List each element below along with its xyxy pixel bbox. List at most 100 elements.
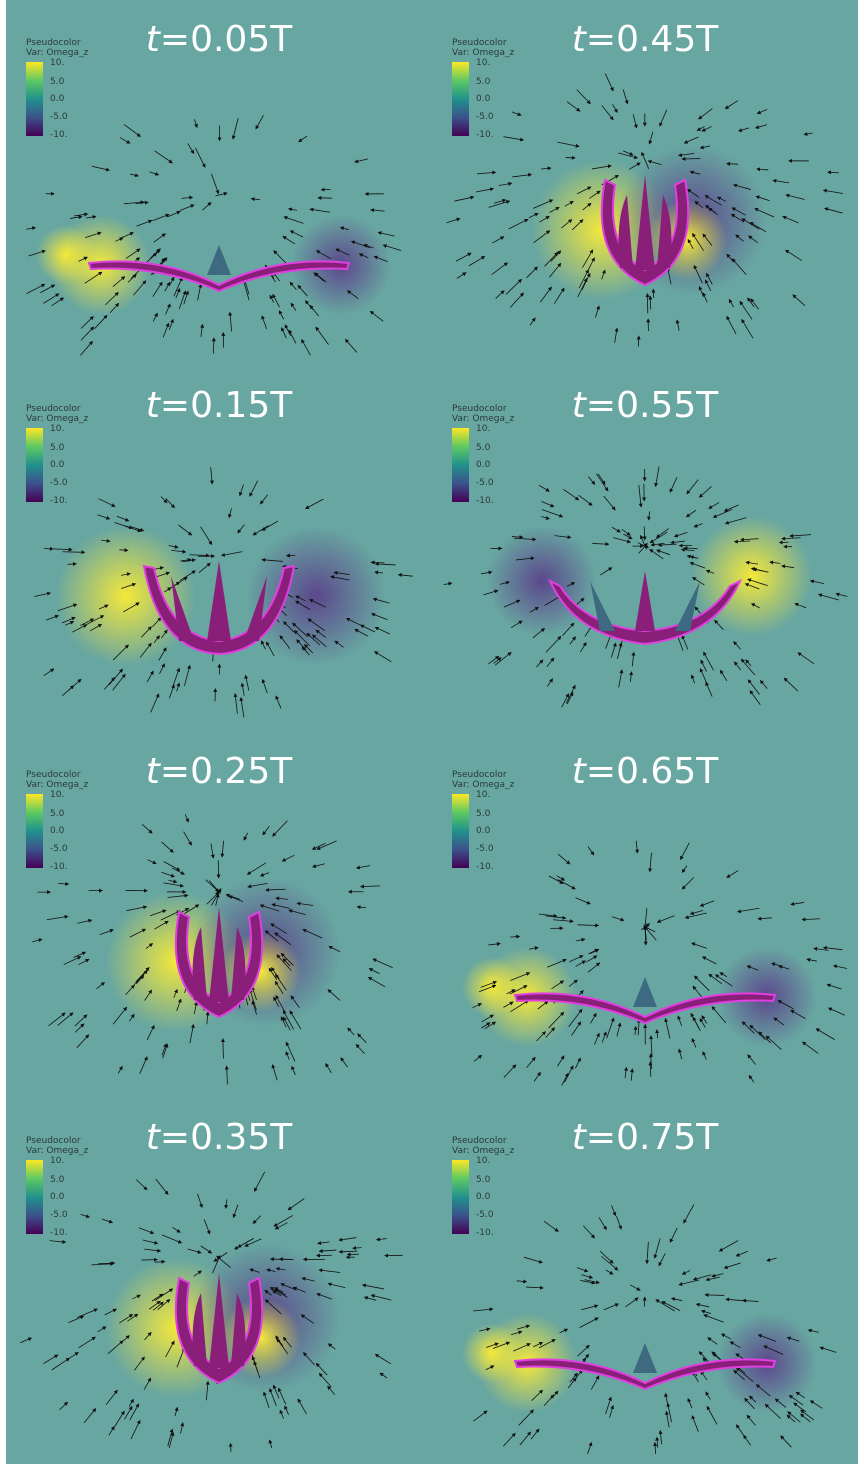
velocity-arrow — [692, 232, 704, 251]
velocity-arrow — [603, 495, 616, 511]
velocity-arrow — [161, 1043, 167, 1056]
velocity-arrow — [698, 486, 712, 498]
velocity-arrow — [615, 1215, 622, 1230]
velocity-arrow — [285, 1051, 290, 1060]
velocity-arrow — [283, 1016, 291, 1031]
velocity-arrow — [104, 677, 116, 690]
velocity-arrow — [101, 538, 111, 543]
jellyfish-body — [513, 977, 777, 1025]
velocity-arrow — [780, 1435, 792, 1448]
velocity-arrow — [596, 473, 609, 492]
velocity-arrow — [171, 867, 185, 875]
velocity-arrow — [655, 1299, 675, 1312]
velocity-arrow — [575, 897, 591, 905]
velocity-arrow — [327, 1343, 336, 1350]
velocity-arrow — [247, 882, 268, 889]
velocity-arrow — [585, 955, 598, 963]
velocity-arrow — [265, 887, 286, 892]
velocity-arrow — [705, 1391, 711, 1400]
velocity-arrow — [763, 1345, 784, 1355]
velocity-arrow — [541, 515, 550, 520]
velocity-arrow — [272, 293, 280, 308]
velocity-arrow — [189, 1023, 195, 1044]
velocity-arrow — [279, 635, 291, 649]
velocity-arrow — [354, 158, 369, 164]
velocity-arrow — [220, 840, 225, 858]
colorbar-legend: Pseudocolor Var: Omega_z 10. 5.0 0.0 -5.0 -1… — [26, 770, 106, 880]
velocity-arrow — [119, 137, 131, 144]
velocity-arrow — [259, 872, 270, 877]
velocity-arrow — [180, 558, 192, 562]
velocity-arrow — [537, 1000, 549, 1010]
legend-variable: Var: Omega_z — [452, 48, 515, 58]
legend-variable: Var: Omega_z — [26, 414, 89, 424]
velocity-arrow — [168, 318, 174, 330]
velocity-arrow — [513, 537, 537, 542]
velocity-arrow — [473, 1307, 494, 1312]
velocity-arrow — [554, 287, 565, 304]
velocity-arrow — [300, 1314, 315, 1324]
velocity-arrow — [275, 1266, 286, 1271]
velocity-arrow — [696, 126, 705, 131]
velocity-arrow — [690, 1012, 701, 1032]
velocity-arrow — [701, 1015, 708, 1024]
jellyfish-body — [600, 175, 690, 287]
velocity-arrow — [700, 1370, 708, 1381]
velocity-arrow — [750, 298, 760, 310]
velocity-arrow — [590, 1012, 597, 1024]
velocity-arrow — [659, 109, 668, 127]
velocity-arrow — [98, 604, 109, 610]
velocity-arrow — [745, 560, 759, 565]
velocity-arrow — [135, 967, 150, 983]
time-label: t=0.65T — [432, 750, 858, 794]
velocity-arrow — [650, 542, 665, 547]
velocity-arrow — [735, 1250, 748, 1257]
velocity-arrow — [495, 290, 505, 299]
velocity-arrow — [289, 281, 297, 291]
legend-title: Pseudocolor — [26, 770, 81, 780]
velocity-arrow — [287, 1198, 305, 1211]
velocity-arrow — [285, 1041, 296, 1062]
velocity-arrow — [692, 1274, 712, 1281]
velocity-arrow — [275, 1335, 284, 1347]
velocity-arrow — [264, 930, 279, 942]
velocity-arrow — [794, 602, 807, 609]
velocity-arrow — [657, 542, 677, 547]
velocity-arrow — [74, 1023, 85, 1033]
velocity-arrow — [575, 937, 586, 942]
velocity-arrow — [154, 150, 173, 164]
velocity-arrow — [309, 599, 327, 608]
velocity-arrow — [599, 1250, 614, 1264]
velocity-arrow — [757, 1334, 777, 1342]
velocity-arrow — [702, 1051, 707, 1060]
velocity-arrow — [72, 624, 88, 633]
time-label: t=0.15T — [6, 384, 432, 428]
velocity-arrow — [271, 1290, 282, 1297]
velocity-arrow — [587, 1441, 593, 1455]
velocity-arrow — [347, 1027, 355, 1036]
velocity-arrow — [51, 297, 65, 307]
velocity-arrow — [292, 1286, 306, 1293]
velocity-arrow — [580, 641, 587, 653]
velocity-arrow — [708, 207, 718, 215]
velocity-arrow — [800, 1409, 815, 1421]
velocity-arrow — [648, 1061, 653, 1077]
velocity-arrow — [161, 629, 168, 639]
velocity-arrow — [493, 198, 507, 204]
velocity-arrow — [456, 272, 467, 279]
velocity-arrow — [782, 215, 799, 224]
manubrium — [633, 977, 657, 1007]
velocity-arrow — [641, 151, 650, 169]
velocity-arrow — [677, 153, 695, 158]
velocity-arrow — [492, 1341, 511, 1349]
velocity-arrow — [189, 553, 210, 558]
time-label: t=0.25T — [6, 750, 432, 794]
velocity-arrow — [538, 1339, 556, 1349]
velocity-arrow — [340, 1057, 348, 1068]
velocity-arrow — [655, 528, 669, 538]
velocity-arrow — [701, 126, 712, 132]
colorbar — [452, 794, 469, 868]
velocity-arrow — [693, 975, 710, 992]
velocity-arrow — [154, 1288, 174, 1302]
velocity-arrow — [822, 188, 843, 194]
